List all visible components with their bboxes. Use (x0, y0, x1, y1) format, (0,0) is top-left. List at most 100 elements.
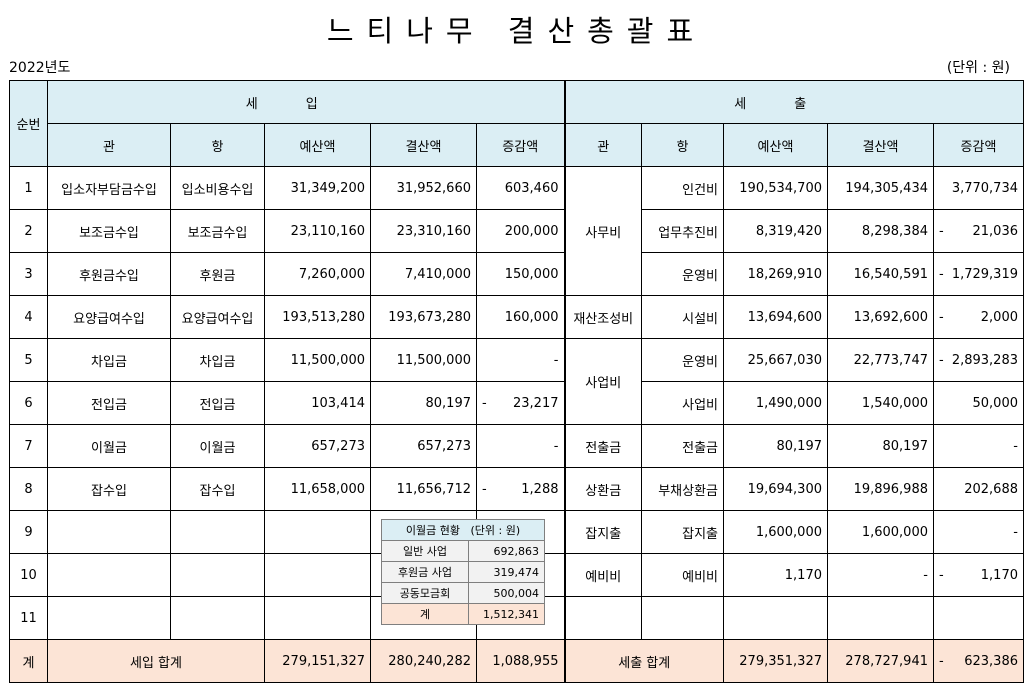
expense-settled (827, 596, 934, 640)
expense-settled: 80,197 (827, 424, 934, 468)
income-budget (264, 510, 371, 554)
income-gwan (47, 553, 171, 597)
expense-settled: 1,540,000 (827, 381, 934, 425)
row-number: 4 (9, 295, 48, 339)
expense-diff: - 1,170 (933, 553, 1024, 597)
income-budget: 23,110,160 (264, 209, 371, 253)
income-diff: 603,460 (476, 166, 565, 210)
expense-diff (933, 596, 1024, 640)
expense-gwan (563, 596, 642, 640)
row-number: 3 (9, 252, 48, 296)
expense-hang: 인건비 (641, 166, 724, 210)
expense-hang: 시설비 (641, 295, 724, 339)
table-row: 3 후원금수입 후원금 7,260,000 7,410,000 150,000 운영비 18,… (9, 252, 1024, 296)
row-number: 1 (9, 166, 48, 210)
carryover-total-value: 1,512,341 (468, 603, 545, 625)
income-budget: 7,260,000 (264, 252, 371, 296)
income-diff: - 23,217 (476, 381, 565, 425)
expense-settled: - (827, 553, 934, 597)
header-income: 세입 (47, 80, 565, 124)
expense-settled: 194,305,434 (827, 166, 934, 210)
negative-sign: - (482, 395, 487, 411)
income-total-label: 세입 합계 (47, 639, 265, 683)
income-hang: 잡수입 (170, 467, 265, 511)
income-budget: 11,658,000 (264, 467, 371, 511)
carryover-unit: (단위 : 원) (470, 524, 521, 537)
table-row: 6 전입금 전입금 103,414 80,197-23,217 사업비 1,490,000 1… (9, 381, 1024, 425)
carryover-label: 일반 사업 (381, 540, 469, 562)
income-settled: 80,197 (370, 381, 477, 425)
table-row: 4 요양급여수입 요양급여수입 193,513,280 193,673,280 160,0… (9, 295, 1024, 339)
expense-hang: 사업비 (641, 381, 724, 425)
expense-settled: 1,600,000 (827, 510, 934, 554)
negative-sign: - (939, 567, 944, 583)
currency-unit: (단위 : 원) (946, 60, 1010, 76)
row-number: 11 (9, 596, 48, 640)
header-expense-budget: 예산액 (723, 123, 828, 167)
carryover-value: 692,863 (468, 540, 545, 562)
expense-budget (723, 596, 828, 640)
expense-budget: 8,319,420 (723, 209, 828, 253)
expense-settled: 13,692,600 (827, 295, 934, 339)
page-title: 느티나무 결산총괄표 (326, 14, 707, 48)
income-gwan: 후원금수입 (47, 252, 171, 296)
expense-settled: 19,896,988 (827, 467, 934, 511)
carryover-title: 이월금 현황 (단위 : 원) (381, 519, 545, 541)
income-total-settled: 280,240,282 (370, 639, 477, 683)
negative-sign: - (939, 266, 944, 282)
header-income-gwan: 관 (47, 123, 171, 167)
header-income-hang: 항 (170, 123, 265, 167)
income-settled: 193,673,280 (370, 295, 477, 339)
income-hang: 요양급여수입 (170, 295, 265, 339)
income-hang (170, 510, 265, 554)
carryover-value: 500,004 (468, 582, 545, 604)
income-settled: 657,273 (370, 424, 477, 468)
header-seq: 순번 (9, 80, 48, 167)
income-hang: 전입금 (170, 381, 265, 425)
carryover-value: 319,474 (468, 561, 545, 583)
diff-value: 2,893,283 (951, 352, 1018, 368)
negative-sign: - (939, 223, 944, 239)
header-income-settled: 결산액 (370, 123, 477, 167)
income-diff: - (476, 338, 565, 382)
expense-gwan: 사업비 (563, 338, 642, 425)
income-hang: 이월금 (170, 424, 265, 468)
expense-budget: 13,694,600 (723, 295, 828, 339)
expense-budget: 19,694,300 (723, 467, 828, 511)
income-budget: 11,500,000 (264, 338, 371, 382)
expense-hang: 운영비 (641, 252, 724, 296)
income-budget: 657,273 (264, 424, 371, 468)
income-diff: - (476, 424, 565, 468)
expense-hang: 부채상환금 (641, 467, 724, 511)
expense-hang: 업무추진비 (641, 209, 724, 253)
expense-diff: 3,770,734 (933, 166, 1024, 210)
diff-value: 2,000 (980, 309, 1018, 325)
fiscal-year: 2022년도 (9, 60, 71, 76)
income-budget: 193,513,280 (264, 295, 371, 339)
row-number: 2 (9, 209, 48, 253)
diff-value: 23,217 (513, 395, 559, 411)
expense-budget: 18,269,910 (723, 252, 828, 296)
expense-gwan: 상환금 (563, 467, 642, 511)
expense-diff: -2,893,283 (933, 338, 1024, 382)
expense-total-diff: - 623,386 (933, 639, 1024, 683)
header-expense-settled: 결산액 (827, 123, 934, 167)
income-hang: 후원금 (170, 252, 265, 296)
expense-diff: - 2,000 (933, 295, 1024, 339)
negative-sign: - (939, 309, 944, 325)
negative-sign: - (939, 653, 944, 669)
income-gwan: 입소자부담금수입 (47, 166, 171, 210)
expense-diff: - 21,036 (933, 209, 1024, 253)
expense-total-label: 세출 합계 (563, 639, 724, 683)
income-diff: 160,000 (476, 295, 565, 339)
expense-hang: 운영비 (641, 338, 724, 382)
income-hang: 차입금 (170, 338, 265, 382)
expense-budget: 1,170 (723, 553, 828, 597)
expense-budget: 1,490,000 (723, 381, 828, 425)
expense-gwan: 잡지출 (563, 510, 642, 554)
expense-diff: -1,729,319 (933, 252, 1024, 296)
expense-budget: 25,667,030 (723, 338, 828, 382)
total-label: 계 (9, 639, 48, 683)
income-settled: 11,500,000 (370, 338, 477, 382)
row-number: 8 (9, 467, 48, 511)
